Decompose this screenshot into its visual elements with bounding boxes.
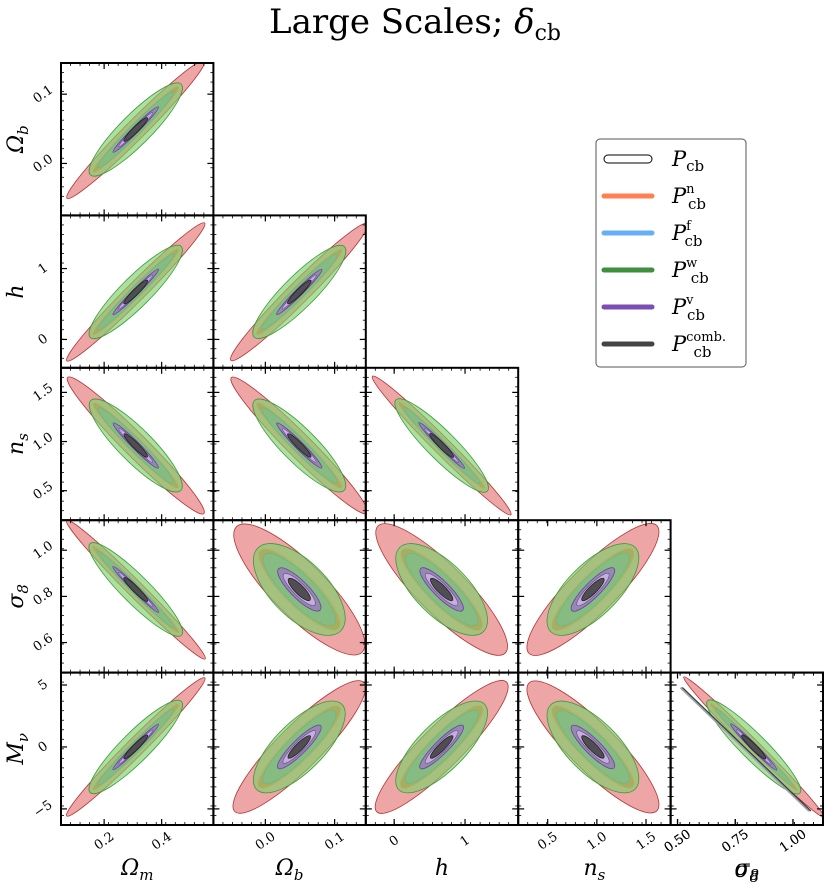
x-axis-label-0: Ωm bbox=[120, 856, 153, 884]
panel-3-5: 0.5 1.0 1.5 ns bbox=[517, 671, 672, 884]
y-tick-label: 0 bbox=[36, 739, 51, 756]
y-tick-label: 5 bbox=[36, 677, 51, 694]
contours-0-3 bbox=[66, 376, 205, 515]
x-tick-label: 1.5 bbox=[634, 829, 660, 853]
x-axis-label-4: σ8 bbox=[735, 856, 760, 884]
ellipse-P_cb^comb.-0-4 bbox=[123, 577, 149, 602]
legend-label-3: Pw cb bbox=[671, 256, 709, 287]
legend-swatch-0 bbox=[603, 154, 653, 164]
panel-0-2: 0 1h bbox=[4, 214, 215, 369]
contours-1-5 bbox=[232, 680, 366, 814]
contours-2-3 bbox=[371, 375, 512, 516]
y-tick-label: 0.5 bbox=[31, 479, 57, 503]
x-axis-label-3: ns bbox=[583, 856, 605, 884]
y-tick-label: 1.5 bbox=[31, 381, 57, 405]
ellipse-P_cb^comb.-1-3 bbox=[287, 433, 312, 458]
panel-2-5: 0 1h bbox=[364, 671, 520, 881]
panel-0-1: 0.0 0.1 Ωb bbox=[4, 62, 215, 217]
contours-0-1 bbox=[66, 63, 206, 199]
y-tick-label: 0 bbox=[36, 331, 51, 348]
legend-label-5: Pcomb. cb bbox=[671, 330, 726, 361]
panel-1-4 bbox=[212, 519, 367, 674]
panel-1-5: 0.0 0.1 Ωb bbox=[212, 671, 367, 884]
y-axis-label-4: σ8 bbox=[4, 584, 32, 609]
y-axis-label-3: ns bbox=[4, 433, 32, 455]
y-tick-label: −5 bbox=[31, 798, 55, 821]
panel-1-3 bbox=[212, 366, 367, 522]
ellipse-P_cb^comb.-2-4 bbox=[430, 577, 454, 602]
panels-grid: 0.00.1Ωb01h0.51.01.5ns0.60.81.0σ8−505Mν0… bbox=[4, 62, 824, 885]
contours-0-5 bbox=[66, 677, 206, 817]
ellipse-P_cb^comb.-1-2 bbox=[287, 279, 312, 305]
x-tick-label: 0.50 bbox=[662, 827, 694, 856]
y-axis-label-2: h bbox=[4, 285, 29, 299]
panel-0-3: 0.5 1.0 1.5 ns bbox=[4, 366, 215, 522]
y-axis-label-1: Ωb bbox=[4, 125, 32, 154]
contours-3-4 bbox=[526, 523, 660, 656]
ellipse-P_cb^comb.-3-4 bbox=[581, 577, 605, 602]
contours-3-5 bbox=[526, 680, 660, 814]
y-axis-label-5: Mν bbox=[4, 733, 32, 766]
contours-1-4 bbox=[233, 523, 366, 656]
contours-0-4 bbox=[65, 520, 206, 660]
ellipse-P_cb^comb.-0-2 bbox=[123, 279, 149, 305]
x-axis-label-2: h bbox=[435, 856, 449, 881]
contours-1-2 bbox=[230, 222, 366, 362]
y-tick-label: 1.0 bbox=[31, 430, 57, 454]
y-tick-label: 0.0 bbox=[31, 152, 57, 176]
contours-0-2 bbox=[66, 222, 206, 362]
x-tick-label: 0 bbox=[387, 833, 402, 850]
x-tick-label: 1.00 bbox=[777, 827, 809, 856]
panel-2-4 bbox=[364, 519, 520, 674]
panel-0-5: −5 0 5 Mν 0.2 0.4 Ωm bbox=[4, 671, 215, 884]
legend-label-1: Pn cb bbox=[671, 182, 706, 213]
contours-1-3 bbox=[230, 376, 366, 515]
x-tick-label: 0.0 bbox=[253, 829, 279, 853]
y-tick-label: 0.1 bbox=[31, 83, 57, 107]
x-tick-label: 0.2 bbox=[92, 829, 118, 853]
ellipse-P_cb^comb.-1-4 bbox=[287, 577, 311, 602]
contours-2-4 bbox=[375, 523, 508, 656]
ellipse-P_cb^comb.-1-5 bbox=[287, 735, 311, 759]
panel-0-4: 0.6 0.8 1.0 σ8 bbox=[4, 519, 215, 674]
legend-label-0: Pcb bbox=[671, 147, 704, 175]
contours-2-5 bbox=[374, 680, 509, 814]
x-tick-label: 0.1 bbox=[322, 829, 348, 853]
ellipse-P_cb^comb.-2-3 bbox=[429, 433, 455, 458]
ellipse-P_cb^comb.-2-5 bbox=[429, 735, 454, 759]
chart-title: Large Scales; δcb bbox=[269, 2, 561, 46]
panel-4-5-extra: 0.50 0.75 1.00 σ8 bbox=[662, 671, 824, 885]
panel-2-3 bbox=[364, 366, 520, 522]
x-tick-label: 0.5 bbox=[535, 829, 561, 853]
panel-3-4 bbox=[517, 519, 672, 674]
legend-label-4: Pv cb bbox=[671, 293, 705, 324]
ellipse-P_cb^comb.-0-5 bbox=[123, 734, 149, 760]
degenerate-line bbox=[682, 687, 812, 812]
ellipse-P_cb^comb.-0-1 bbox=[123, 117, 149, 142]
y-tick-label: 1 bbox=[36, 260, 51, 277]
y-tick-label: 1.0 bbox=[31, 539, 57, 563]
x-axis-label-1: Ωb bbox=[275, 856, 304, 884]
ellipse-P_cb^comb.-3-5 bbox=[581, 735, 605, 759]
y-tick-label: 0.8 bbox=[31, 585, 57, 609]
panel-1-2 bbox=[212, 214, 367, 369]
x-tick-label: 0.4 bbox=[149, 829, 175, 853]
x-tick-label: 1 bbox=[458, 833, 473, 850]
panel-4-5: 0.50 0.75 1.00 σ8 bbox=[662, 671, 824, 884]
ellipse-P_cb^comb.-0-3 bbox=[123, 433, 148, 458]
ellipse-P_cb^comb.-4-5 bbox=[741, 734, 767, 760]
x-tick-label: 1.0 bbox=[584, 829, 610, 853]
legend: Pcb Pn cb Pf cb Pw cb Pv cb Pcomb. cb bbox=[595, 138, 747, 368]
y-tick-label: 0.6 bbox=[31, 631, 57, 655]
x-axis-label-sigma8: σ8 bbox=[735, 858, 760, 885]
contours-4-5 bbox=[683, 676, 823, 818]
legend-label-2: Pf cb bbox=[671, 219, 702, 250]
x-tick-label: 0.75 bbox=[719, 827, 751, 856]
